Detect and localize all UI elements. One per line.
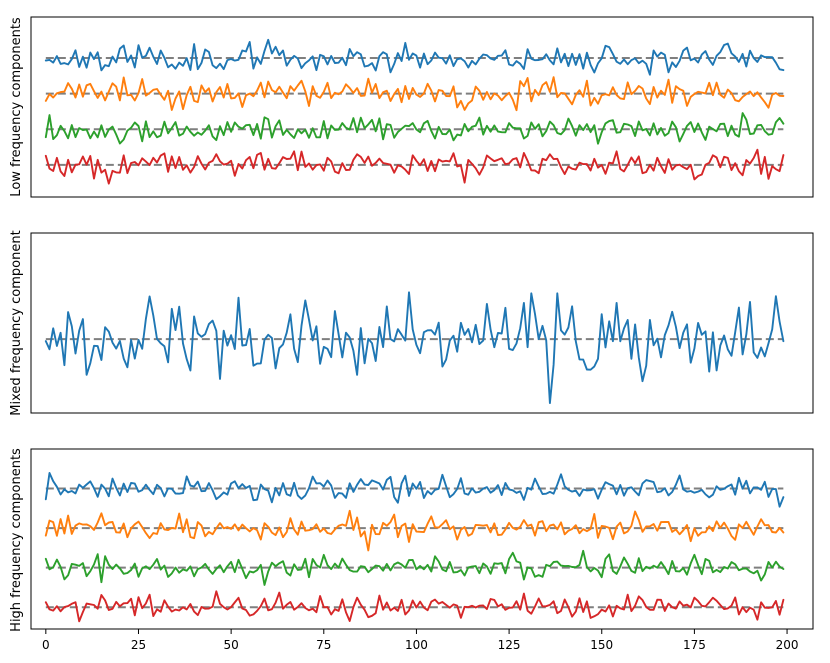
series-line-1 — [44, 472, 785, 508]
ylabel-low-frequency: Low frequency components — [9, 17, 24, 197]
x-tick-label: 0 — [42, 638, 50, 652]
x-tick-label: 200 — [776, 638, 799, 652]
panel-low-frequency: Low frequency components — [9, 16, 814, 198]
series-line-1 — [44, 291, 785, 405]
x-tick-label: 50 — [223, 638, 238, 652]
series-line-3 — [44, 549, 785, 586]
series-line-2 — [44, 76, 785, 112]
series-line-2 — [44, 509, 785, 552]
series-line-1 — [44, 38, 785, 76]
axis-frame — [30, 448, 814, 630]
x-tick-label: 150 — [590, 638, 613, 652]
axis-frame — [30, 232, 814, 414]
x-tick-label: 25 — [131, 638, 146, 652]
x-tick-label: 100 — [405, 638, 428, 652]
ylabel-high-frequency: High frequency components — [9, 448, 24, 632]
x-tick-label: 75 — [316, 638, 331, 652]
panel-high-frequency: High frequency components 0 25 50 75 100 125 1… — [9, 448, 814, 652]
x-tick-label: 175 — [683, 638, 706, 652]
panel-mixed-frequency: Mixed frequency component — [9, 230, 814, 416]
series-line-4 — [44, 148, 785, 185]
series-line-4 — [44, 590, 785, 623]
axis-frame — [30, 16, 814, 198]
ylabel-mixed-frequency: Mixed frequency component — [9, 230, 24, 415]
series-line-3 — [44, 112, 785, 145]
x-tick-label: 125 — [498, 638, 521, 652]
